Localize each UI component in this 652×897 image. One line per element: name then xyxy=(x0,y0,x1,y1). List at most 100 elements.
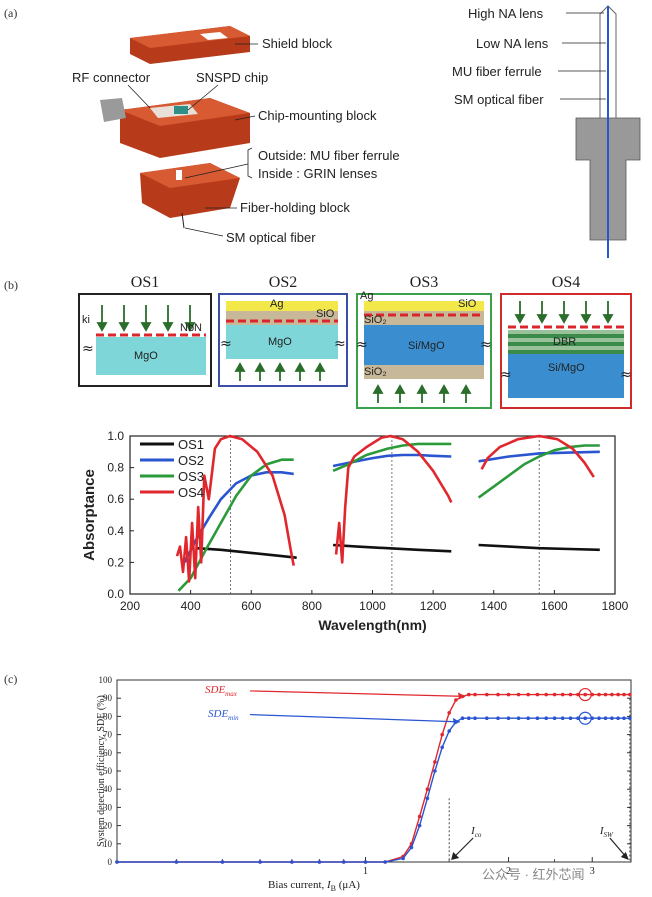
os4-title: OS4 xyxy=(551,274,581,291)
snspd-chip-label: SNSPD chip xyxy=(196,70,269,85)
sde-data-point xyxy=(603,716,608,720)
os1-title: OS1 xyxy=(130,274,160,291)
sde-y-tick-label: 90 xyxy=(103,693,113,703)
sde-series-line xyxy=(117,717,630,863)
legend-label: OS3 xyxy=(178,469,204,484)
absorptance-chart: 200 400 600 800 1000 1200 1400 1600 1800 0.0 0.2 0.… xyxy=(81,429,629,633)
y-tick-label: 0.6 xyxy=(107,492,124,506)
sde-min-arrowhead xyxy=(452,717,460,725)
sde-data-point xyxy=(622,692,626,697)
os2-mgo-label: MgO xyxy=(268,336,292,348)
sde-data-point xyxy=(526,692,530,697)
svg-text:≈: ≈ xyxy=(480,337,492,353)
x-tick-label: 1400 xyxy=(480,599,507,613)
sde-data-point xyxy=(174,860,179,864)
sde-data-point xyxy=(552,716,557,720)
os2-title: OS2 xyxy=(268,274,298,291)
os1-ki-label: ki xyxy=(82,314,90,326)
sde-y-tick-label: 50 xyxy=(103,766,113,776)
sde-data-point xyxy=(425,787,430,791)
x-tick-label: 1800 xyxy=(602,599,629,613)
high-na-lens-label: High NA lens xyxy=(468,6,544,21)
rf-connector-label: RF connector xyxy=(72,70,151,85)
sde-data-point xyxy=(485,716,489,720)
os2-structure: ≈ ≈ xyxy=(218,293,348,387)
sde-data-point xyxy=(610,716,614,720)
x-tick-label: 400 xyxy=(181,599,201,613)
os1-structure: ≈ xyxy=(78,293,212,387)
ico-annotation: Ico xyxy=(470,825,482,839)
sde-y-tick-label: 70 xyxy=(103,730,113,740)
os3-structure: ≈ ≈ xyxy=(356,293,492,409)
os3-title: OS3 xyxy=(409,274,439,291)
sde-data-point xyxy=(401,856,405,861)
sde-data-point xyxy=(433,769,437,773)
os3-sio2-bottom-label: SiO₂ xyxy=(364,366,387,378)
snspd-package-illustration xyxy=(100,26,250,229)
sde-data-point xyxy=(258,860,262,864)
series-line-os4 xyxy=(480,434,595,478)
sde-data-point xyxy=(447,729,452,733)
sde-max-highlight xyxy=(578,687,592,702)
sde-data-point xyxy=(473,716,477,720)
grin-inside-label: Inside : GRIN lenses xyxy=(258,166,378,181)
sde-data-point xyxy=(363,860,368,864)
sde-data-point xyxy=(341,860,346,864)
sde-data-point xyxy=(433,760,437,764)
os1-nbn-label: NbN xyxy=(180,322,203,334)
sde-y-tick-label: 80 xyxy=(103,711,113,721)
sde-y-tick-label: 10 xyxy=(103,839,113,849)
sde-y-tick-label: 30 xyxy=(103,802,113,812)
legend-label: OS1 xyxy=(178,437,204,452)
sm-optical-fiber-lens-label: SM optical fiber xyxy=(454,92,544,107)
series-line-os1 xyxy=(333,543,452,553)
x-tick-label: 200 xyxy=(120,599,140,613)
sde-data-point xyxy=(552,692,557,697)
os1-mgo-label: MgO xyxy=(134,350,158,362)
sde-x-tick-label: 1 xyxy=(363,866,368,877)
sde-y-tick-label: 20 xyxy=(103,821,113,831)
sde-y-tick-label: 100 xyxy=(99,675,113,685)
x-tick-label: 800 xyxy=(302,599,322,613)
sde-min-arrow xyxy=(249,713,460,723)
svg-text:≈: ≈ xyxy=(334,336,346,352)
os4-dbr-label: DBR xyxy=(553,336,577,348)
lens-assembly-illustration xyxy=(575,5,641,258)
sde-data-point xyxy=(473,692,477,697)
sde-data-point xyxy=(544,716,548,720)
sde-data-point xyxy=(417,814,422,819)
sde-data-point xyxy=(496,692,500,697)
isw-annotation: ISW xyxy=(599,825,614,839)
legend-label: OS4 xyxy=(178,485,204,500)
os3-sio2-top-label: SiO₂ xyxy=(364,314,387,326)
sm-optical-fiber-label: SM optical fiber xyxy=(226,230,316,245)
series-line-os4 xyxy=(175,434,295,583)
x-tick-label: 1600 xyxy=(541,599,568,613)
ico-arrowhead xyxy=(451,852,460,860)
sde-data-point xyxy=(583,716,587,720)
x-tick-label: 1200 xyxy=(420,599,447,613)
sde-y-tick-label: 40 xyxy=(103,784,113,794)
os4-simgo-label: Si/MgO xyxy=(548,362,585,374)
series-line-os4 xyxy=(334,434,453,564)
sde-data-point xyxy=(516,692,521,697)
sde-data-point xyxy=(467,692,471,697)
sde-data-point xyxy=(496,716,500,720)
y-tick-label: 1.0 xyxy=(107,429,124,443)
sde-data-point xyxy=(290,860,294,864)
y-tick-label: 0.4 xyxy=(107,524,124,538)
sde-min-annotation: SDEmin xyxy=(208,708,239,722)
os3-sio-label: SiO xyxy=(458,298,477,310)
sde-data-point xyxy=(440,745,445,750)
sde-data-point xyxy=(616,716,620,720)
sde-data-point xyxy=(425,796,430,801)
sde-data-point xyxy=(526,716,530,720)
sde-data-point xyxy=(506,692,511,697)
low-na-lens-label: Low NA lens xyxy=(476,36,549,51)
mu-fiber-ferrule-label: MU fiber ferrule xyxy=(452,64,542,79)
sde-data-point xyxy=(417,823,422,828)
sde-data-point xyxy=(467,716,471,720)
svg-text:≈: ≈ xyxy=(356,337,368,353)
sde-data-point xyxy=(383,860,388,864)
